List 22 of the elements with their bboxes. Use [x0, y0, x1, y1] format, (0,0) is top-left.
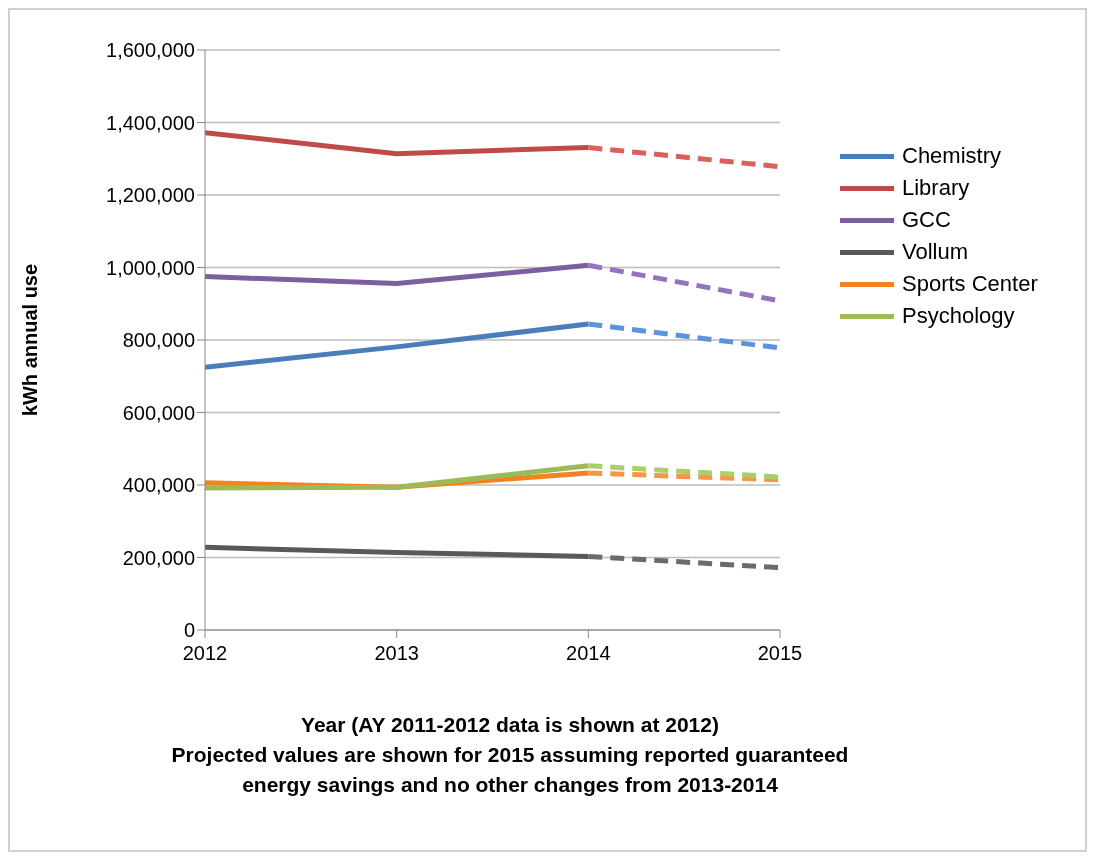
legend-label: Sports Center [902, 271, 1038, 297]
x-axis-title: Year (AY 2011-2012 data is shown at 2012) [300, 712, 720, 738]
x-tick-label: 2015 [757, 642, 803, 665]
x-tick-label: 2014 [566, 642, 611, 665]
legend-label: Library [902, 175, 970, 201]
x-tick-label: 2013 [374, 642, 419, 665]
y-tick-label: 1,600,000 [106, 39, 195, 62]
legend-label: Chemistry [902, 143, 1002, 169]
legend-label: Vollum [902, 239, 969, 265]
y-axis-title: kWh annual use [19, 263, 42, 417]
legend-label: GCC [902, 207, 951, 233]
legend-label: Psychology [902, 303, 1015, 329]
text: Projected values are shown for 2015 assuming reported guaranteed energy savings and no other changes from 2013-2014 [170, 742, 850, 798]
y-tick-label: 800,000 [122, 329, 195, 352]
y-tick-label: 1,400,000 [106, 111, 195, 134]
y-tick-label: 1,200,000 [106, 184, 195, 207]
y-tick-label: 600,000 [122, 401, 195, 424]
y-tick-label: 0 [183, 619, 195, 642]
x-tick-label: 2012 [182, 642, 228, 665]
y-tick-label: 1,000,000 [106, 256, 195, 279]
y-tick-label: 200,000 [122, 546, 195, 569]
y-tick-label: 400,000 [122, 474, 195, 497]
